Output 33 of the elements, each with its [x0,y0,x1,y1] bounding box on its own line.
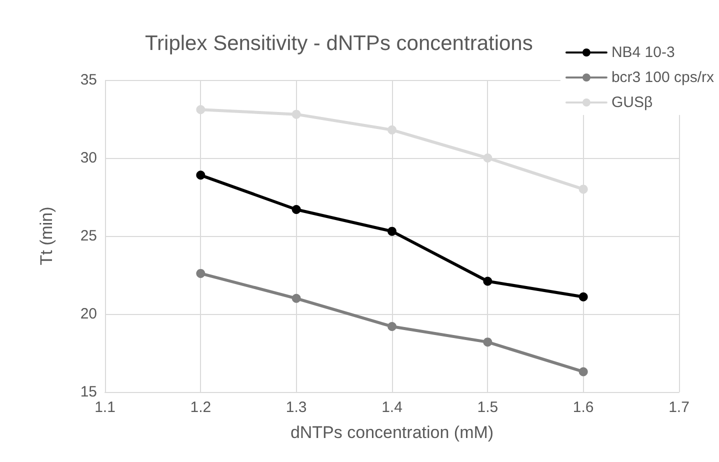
x-tick-label: 1.4 [382,399,402,416]
x-tick-label: 1.1 [94,399,116,416]
y-tick-label: 30 [80,150,97,166]
legend-label: GUSβ [611,94,653,111]
point [483,154,492,162]
point [578,367,588,376]
point [388,226,396,236]
x-tick-label: 1.2 [190,399,212,416]
point [388,125,396,134]
point [196,105,206,114]
legend-label: NB4 10-3 [611,44,675,61]
x-tick-label: 1.7 [668,399,690,416]
x-tick-label: 1.3 [286,399,307,416]
y-tick-label: 15 [80,384,97,400]
legend-label: bcr3 100 cps/rx [611,69,714,86]
point [196,268,206,278]
x-axis-title: dNTPs concentration (mM) [290,423,494,442]
x-tick-label: 1.5 [477,399,498,416]
point [388,322,396,331]
y-tick-label: 20 [80,306,97,322]
y-axis-title: Tt (min) [37,206,56,266]
point [292,294,301,303]
point [292,204,301,214]
point [578,292,588,302]
y-tick-label: 25 [80,228,97,244]
x-tick-label: 1.6 [572,399,594,416]
chart-title: Triplex Sensitivity - dNTPs concentrations [145,32,533,55]
point [196,170,206,180]
point [483,338,492,347]
point [578,184,588,194]
point [292,110,301,119]
y-tick-label: 35 [80,72,97,88]
point [483,276,492,286]
